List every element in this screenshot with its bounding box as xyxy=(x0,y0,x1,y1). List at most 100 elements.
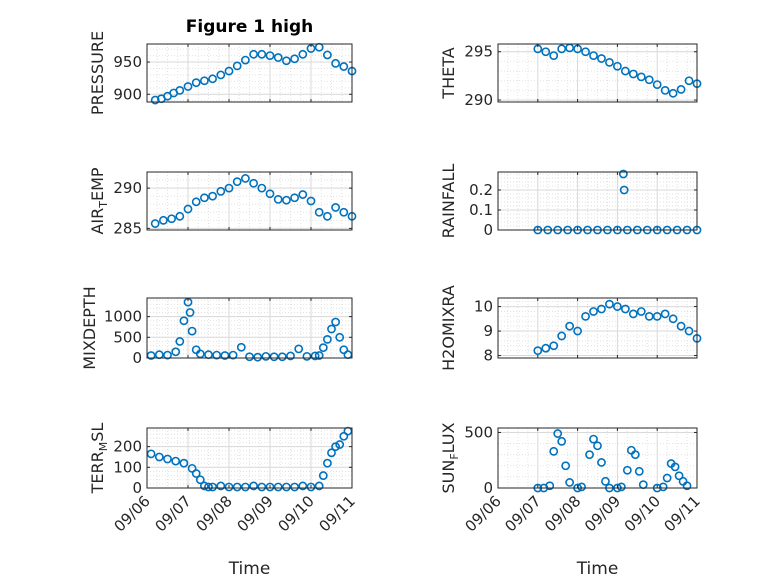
data-point xyxy=(634,466,644,476)
axes-box xyxy=(146,427,353,489)
data-point xyxy=(183,82,193,91)
data-point xyxy=(199,76,209,86)
x-tick-label: 09/06 xyxy=(111,492,154,535)
data-point xyxy=(676,85,686,94)
grid xyxy=(497,428,698,489)
data-point xyxy=(593,441,602,451)
y-tick-label: 200 xyxy=(113,438,142,456)
data-point xyxy=(630,450,640,460)
data-point xyxy=(339,62,349,71)
data-point xyxy=(331,58,340,68)
data-point xyxy=(240,482,250,492)
data-point xyxy=(249,49,258,59)
x-tick-label: 09/08 xyxy=(541,492,584,535)
data-point xyxy=(298,190,308,199)
data-point xyxy=(331,203,340,212)
data-point xyxy=(581,311,590,321)
data-point xyxy=(220,351,230,360)
data-point xyxy=(290,482,299,492)
data-point xyxy=(216,186,226,196)
data-point xyxy=(195,349,205,359)
data-point xyxy=(185,308,195,317)
data-point xyxy=(199,481,209,491)
y-axis-label: RAINFALL xyxy=(439,164,458,239)
x-axis-label: Time xyxy=(228,559,271,579)
y-tick-label: 290 xyxy=(464,91,493,109)
x-axis-label: Time xyxy=(576,559,619,579)
data-point xyxy=(187,326,197,336)
data-point xyxy=(216,481,226,491)
subplot-6: 8 9 10 H2OMIXRA xyxy=(439,285,702,371)
y-tick-label: 1000 xyxy=(104,308,142,326)
data-point xyxy=(533,346,543,356)
data-point xyxy=(175,211,185,221)
data-point xyxy=(191,469,201,478)
data-point xyxy=(335,440,345,449)
data-point xyxy=(565,478,575,487)
data-point xyxy=(265,189,275,199)
y-tick-label: 950 xyxy=(113,53,142,71)
data-point xyxy=(257,482,267,492)
data-point xyxy=(613,61,622,71)
y-axis-label: AIRTEMP xyxy=(88,167,110,234)
data-point xyxy=(191,197,201,207)
data-point xyxy=(171,347,181,357)
y-tick-label: 0 xyxy=(483,479,493,497)
y-tick-label: 295 xyxy=(464,43,493,61)
data-point xyxy=(167,214,176,224)
data-point xyxy=(327,324,336,334)
data-point xyxy=(306,196,316,206)
data-point xyxy=(179,458,189,468)
y-tick-label: 285 xyxy=(113,219,142,237)
data-point xyxy=(597,458,606,467)
data-point xyxy=(581,47,590,57)
data-point xyxy=(628,309,638,319)
data-point xyxy=(549,446,559,456)
data-point xyxy=(298,481,308,491)
data-point xyxy=(618,169,628,179)
data-point xyxy=(318,343,328,353)
axes-box xyxy=(497,297,698,359)
data-point xyxy=(183,204,193,214)
y-axis-label: TERRMSL xyxy=(88,423,110,495)
data-point xyxy=(658,482,668,492)
data-point xyxy=(644,75,654,85)
y-tick-label: 500 xyxy=(464,423,493,441)
data-point xyxy=(204,482,213,492)
data-point xyxy=(545,481,555,491)
data-point xyxy=(331,317,340,327)
data-point xyxy=(670,462,680,472)
data-point xyxy=(674,471,684,481)
data-point xyxy=(549,51,559,60)
data-point xyxy=(327,448,336,458)
data-point xyxy=(561,461,571,471)
data-point xyxy=(150,95,160,105)
y-axis-label: H2OMIXRA xyxy=(439,285,458,371)
data-point xyxy=(314,207,324,217)
subplot-5: 0 500 1000 MIXDEPTH xyxy=(80,286,353,370)
data-point xyxy=(682,481,692,491)
data-point xyxy=(339,207,349,217)
data-point xyxy=(668,88,678,98)
data-point xyxy=(589,307,598,316)
data-point xyxy=(212,350,222,360)
data-point xyxy=(589,434,598,444)
axes-box xyxy=(146,171,353,231)
data-point xyxy=(273,194,283,204)
data-point xyxy=(660,86,670,95)
axes-box xyxy=(497,171,698,231)
axes-box xyxy=(146,43,353,103)
data-point xyxy=(322,458,332,468)
data-point xyxy=(191,78,201,88)
data-point xyxy=(163,454,172,464)
plot-area xyxy=(147,172,352,230)
data-point xyxy=(565,321,575,331)
data-point xyxy=(314,481,324,491)
x-tick-label: 09/07 xyxy=(152,492,195,535)
x-tick-label: 09/11 xyxy=(316,492,359,535)
data-point xyxy=(216,70,226,80)
data-point xyxy=(290,193,299,203)
data-point xyxy=(684,326,694,336)
data-point xyxy=(281,482,291,492)
